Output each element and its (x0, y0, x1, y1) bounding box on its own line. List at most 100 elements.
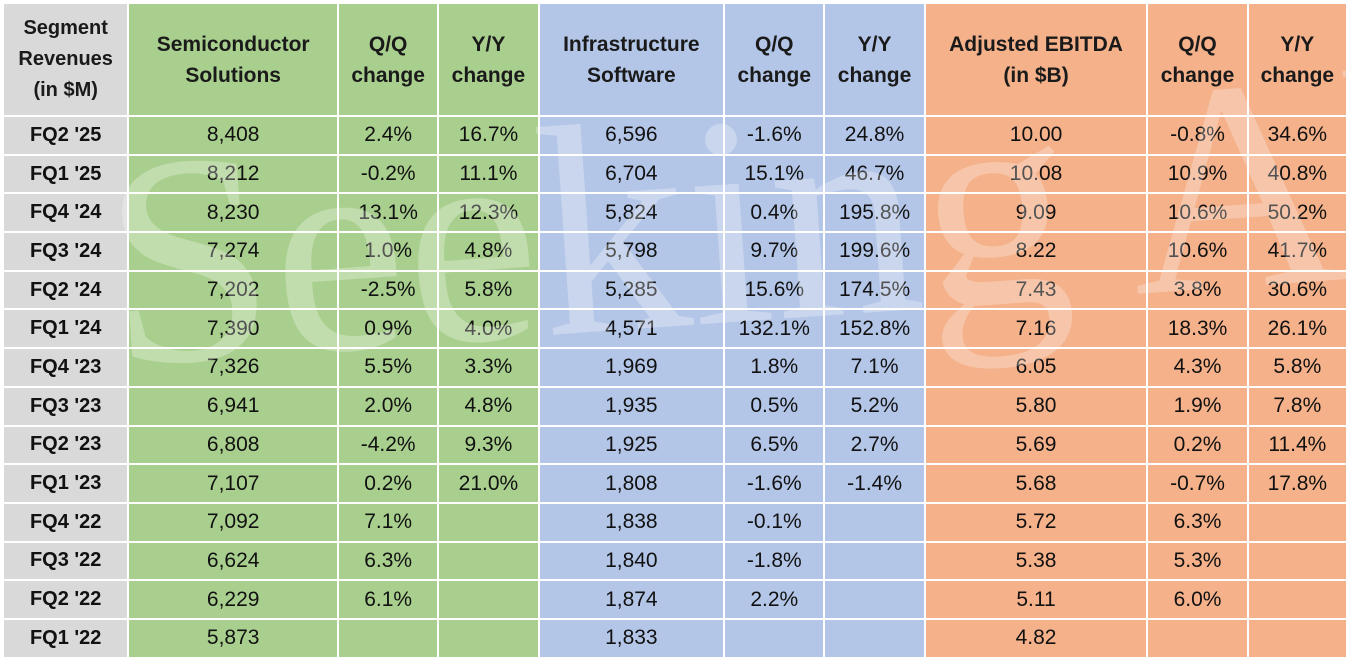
table-body: FQ2 '25 8,408 2.4% 16.7% 6,596 -1.6% 24.8% 10.0… (4, 117, 1346, 657)
semi-revenue-cell: 8,212 (129, 155, 337, 193)
ebitda-value-cell: 5.11 (925, 581, 1147, 618)
table-row: FQ2 '23 6,808 -4.2% 9.3% 1,925 6.5% 2.7% 5.69 0.… (4, 426, 1346, 464)
quarter-cell: FQ2 '25 (4, 117, 128, 154)
infra-yy-cell (825, 619, 924, 657)
infra-revenue-cell: 1,840 (539, 542, 724, 580)
semi-yy-cell: 4.8% (439, 387, 538, 425)
ebitda-value-cell: 5.80 (925, 387, 1147, 425)
ebitda-yy-cell: 11.4% (1248, 426, 1346, 464)
ebitda-qq-cell: 18.3% (1148, 310, 1247, 348)
infra-revenue-cell: 1,833 (539, 619, 724, 657)
infra-yy-cell: 152.8% (825, 310, 924, 348)
header-semiconductor-solutions: Semiconductor Solutions (129, 4, 337, 115)
semi-revenue-cell: 7,390 (129, 310, 337, 348)
semi-yy-cell (439, 619, 538, 657)
semi-yy-cell: 21.0% (439, 465, 538, 502)
ebitda-value-cell: 10.00 (925, 117, 1147, 154)
ebitda-qq-cell: 6.3% (1148, 503, 1247, 541)
semi-revenue-cell: 8,408 (129, 117, 337, 154)
quarter-cell: FQ4 '23 (4, 349, 128, 386)
header-ebitda-qq-change: Q/Q change (1148, 4, 1247, 115)
table-row: FQ2 '24 7,202 -2.5% 5.8% 5,285 15.6% 174.5% 7.4… (4, 271, 1346, 309)
semi-yy-cell (439, 581, 538, 618)
semi-revenue-cell: 7,202 (129, 271, 337, 309)
ebitda-qq-cell: -0.8% (1148, 117, 1247, 154)
header-semi-yy-change: Y/Y change (439, 4, 538, 115)
semi-yy-cell: 5.8% (439, 271, 538, 309)
infra-yy-cell: 5.2% (825, 387, 924, 425)
ebitda-yy-cell: 17.8% (1248, 465, 1346, 502)
ebitda-qq-cell: 6.0% (1148, 581, 1247, 618)
table-row: FQ4 '23 7,326 5.5% 3.3% 1,969 1.8% 7.1% 6.05 4.3… (4, 349, 1346, 386)
ebitda-yy-cell: 5.8% (1248, 349, 1346, 386)
ebitda-qq-cell: -0.7% (1148, 465, 1247, 502)
semi-qq-cell: -2.5% (338, 271, 438, 309)
infra-qq-cell: 15.1% (725, 155, 824, 193)
ebitda-qq-cell: 4.3% (1148, 349, 1247, 386)
header-semi-qq-change: Q/Q change (338, 4, 438, 115)
infra-qq-cell: 6.5% (725, 426, 824, 464)
semi-qq-cell: 2.0% (338, 387, 438, 425)
infra-revenue-cell: 5,824 (539, 194, 724, 232)
ebitda-qq-cell: 1.9% (1148, 387, 1247, 425)
ebitda-yy-cell (1248, 581, 1346, 618)
semi-revenue-cell: 6,229 (129, 581, 337, 618)
ebitda-qq-cell (1148, 619, 1247, 657)
semi-yy-cell (439, 503, 538, 541)
ebitda-qq-cell: 0.2% (1148, 426, 1247, 464)
quarter-cell: FQ3 '22 (4, 542, 128, 580)
ebitda-yy-cell: 40.8% (1248, 155, 1346, 193)
infra-qq-cell: 1.8% (725, 349, 824, 386)
infra-qq-cell: 9.7% (725, 233, 824, 270)
table-row: FQ3 '22 6,624 6.3% 1,840 -1.8% 5.38 5.3% (4, 542, 1346, 580)
infra-yy-cell: 199.6% (825, 233, 924, 270)
infra-revenue-cell: 4,571 (539, 310, 724, 348)
ebitda-value-cell: 8.22 (925, 233, 1147, 270)
semi-qq-cell: 2.4% (338, 117, 438, 154)
semi-qq-cell: 0.2% (338, 465, 438, 502)
ebitda-yy-cell: 50.2% (1248, 194, 1346, 232)
semi-yy-cell: 4.0% (439, 310, 538, 348)
ebitda-yy-cell: 34.6% (1248, 117, 1346, 154)
infra-qq-cell: 0.4% (725, 194, 824, 232)
infra-revenue-cell: 1,808 (539, 465, 724, 502)
ebitda-value-cell: 10.08 (925, 155, 1147, 193)
quarter-cell: FQ3 '24 (4, 233, 128, 270)
ebitda-value-cell: 5.69 (925, 426, 1147, 464)
semi-qq-cell: 7.1% (338, 503, 438, 541)
infra-revenue-cell: 1,838 (539, 503, 724, 541)
infra-qq-cell: -0.1% (725, 503, 824, 541)
infra-yy-cell: 24.8% (825, 117, 924, 154)
quarter-cell: FQ1 '25 (4, 155, 128, 193)
header-infra-yy-change: Y/Y change (825, 4, 924, 115)
semi-yy-cell: 11.1% (439, 155, 538, 193)
table-row: FQ1 '22 5,873 1,833 4.82 (4, 619, 1346, 657)
header-segment-revenues: Segment Revenues (in $M) (4, 4, 128, 115)
semi-qq-cell: 6.3% (338, 542, 438, 580)
infra-yy-cell: 46.7% (825, 155, 924, 193)
header-row: Segment Revenues (in $M) Semiconductor S… (4, 4, 1346, 115)
header-ebitda-yy-change: Y/Y change (1248, 4, 1346, 115)
semi-yy-cell (439, 542, 538, 580)
semi-yy-cell: 16.7% (439, 117, 538, 154)
ebitda-yy-cell: 26.1% (1248, 310, 1346, 348)
semi-yy-cell: 3.3% (439, 349, 538, 386)
semi-qq-cell: 13.1% (338, 194, 438, 232)
ebitda-value-cell: 7.16 (925, 310, 1147, 348)
quarter-cell: FQ2 '22 (4, 581, 128, 618)
infra-revenue-cell: 5,798 (539, 233, 724, 270)
ebitda-value-cell: 9.09 (925, 194, 1147, 232)
table-row: FQ3 '24 7,274 1.0% 4.8% 5,798 9.7% 199.6% 8.22 1… (4, 233, 1346, 270)
semi-qq-cell: -4.2% (338, 426, 438, 464)
quarter-cell: FQ2 '24 (4, 271, 128, 309)
table-row: FQ2 '25 8,408 2.4% 16.7% 6,596 -1.6% 24.8% 10.0… (4, 117, 1346, 154)
infra-qq-cell: -1.6% (725, 465, 824, 502)
semi-yy-cell: 4.8% (439, 233, 538, 270)
table-row: FQ3 '23 6,941 2.0% 4.8% 1,935 0.5% 5.2% 5.80 1.9… (4, 387, 1346, 425)
quarter-cell: FQ2 '23 (4, 426, 128, 464)
infra-qq-cell (725, 619, 824, 657)
quarter-cell: FQ4 '24 (4, 194, 128, 232)
infra-yy-cell (825, 542, 924, 580)
infra-yy-cell (825, 581, 924, 618)
